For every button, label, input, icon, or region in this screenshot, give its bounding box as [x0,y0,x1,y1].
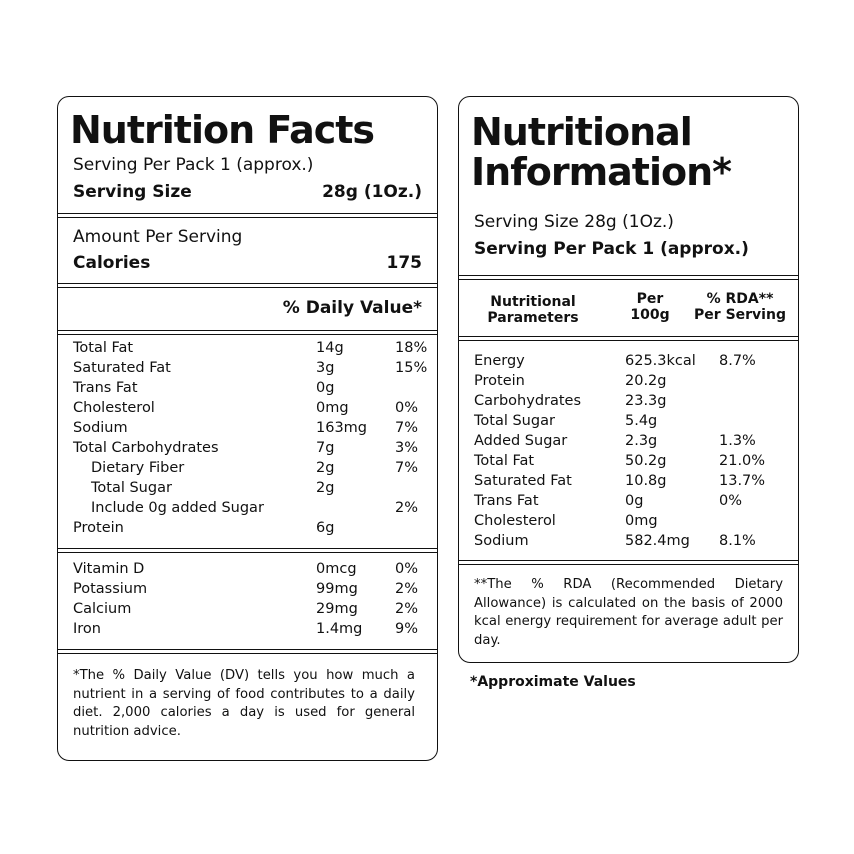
info-rda-per-serving: 8.1% [719,533,756,549]
info-rda-per-serving: 21.0% [719,453,766,469]
nutrient-amount: 0g [316,380,335,396]
info-per-100g: 50.2g [625,453,667,469]
nutrient-amount: 3g [316,360,335,376]
info-per-100g: 23.3g [625,393,667,409]
nutrient-amount: 2g [316,460,335,476]
info-parameter-name: Protein [474,373,525,389]
info-per-100g: 0g [625,493,644,509]
info-per-100g: 20.2g [625,373,667,389]
nutrient-amount: 6g [316,520,335,536]
info-rda-per-serving: 8.7% [719,353,756,369]
calories-label: Calories [73,253,151,273]
info-parameter-name: Sodium [474,533,529,549]
calories-value: 175 [386,253,423,273]
vitamin-amount: 29mg [316,601,358,617]
info-per-100g: 625.3kcal [625,353,696,369]
nutrient-daily-value: 2% [395,500,419,516]
divider [459,336,798,341]
info-parameter-name: Trans Fat [474,493,539,509]
info-title-line1: Nutritional [471,110,693,154]
info-title-line2: Information* [471,150,732,194]
info-serving-per-pack: Serving Per Pack 1 (approx.) [474,239,749,259]
rda-footnote: **The % RDA (Recommended Dietary Allowan… [474,577,783,648]
vitamin-daily-value: 2% [395,581,419,597]
vitamin-name: Calcium [73,601,132,617]
nutrient-name: Dietary Fiber [91,460,185,476]
header-per-100g: Per 100g [630,291,670,323]
serving-size-value: 28g (1Oz.) [322,182,422,202]
serving-per-pack: Serving Per Pack 1 (approx.) [73,155,314,175]
nutrient-name: Protein [73,520,124,536]
divider [58,649,437,654]
divider [58,213,437,218]
nutrient-daily-value: 7% [395,420,419,436]
approximate-values-note: *Approximate Values [470,674,636,690]
daily-value-footnote: *The % Daily Value (DV) tells you how mu… [73,668,415,739]
info-parameter-name: Total Sugar [474,413,555,429]
divider [459,560,798,565]
divider [58,548,437,553]
info-rda-per-serving: 13.7% [719,473,766,489]
amount-per-serving: Amount Per Serving [73,227,243,247]
info-per-100g: 0mg [625,513,658,529]
nutrient-name: Total Sugar [91,480,172,496]
nutrient-daily-value: 18% [395,340,428,356]
info-rda-per-serving: 1.3% [719,433,756,449]
nutrient-name: Sodium [73,420,128,436]
vitamin-name: Vitamin D [73,561,145,577]
divider [459,275,798,280]
vitamin-name: Iron [73,621,101,637]
serving-size-label: Serving Size [73,182,192,202]
nutrient-name: Total Fat [73,340,134,356]
nutrient-name: Total Carbohydrates [73,440,219,456]
vitamin-name: Potassium [73,581,148,597]
info-parameter-name: Carbohydrates [474,393,582,409]
nutrient-name: Include 0g added Sugar [91,500,264,516]
daily-value-header: % Daily Value* [282,298,422,318]
vitamin-daily-value: 0% [395,561,419,577]
vitamin-amount: 99mg [316,581,358,597]
nutrition-facts-title: Nutrition Facts [70,108,375,152]
nutrition-facts-label: Nutrition Facts Serving Per Pack 1 (appr… [57,96,438,761]
nutritional-information-label: Nutritional Information* Serving Size 28… [458,96,799,663]
nutrient-daily-value: 15% [395,360,428,376]
info-parameter-name: Total Fat [474,453,535,469]
header-rda: % RDA** Per Serving [694,291,786,323]
info-per-100g: 582.4mg [625,533,690,549]
info-per-100g: 5.4g [625,413,658,429]
vitamin-daily-value: 2% [395,601,419,617]
nutrient-name: Cholesterol [73,400,155,416]
nutrient-amount: 0mg [316,400,349,416]
vitamin-daily-value: 9% [395,621,419,637]
vitamin-amount: 1.4mg [316,621,363,637]
info-parameter-name: Added Sugar [474,433,568,449]
vitamin-amount: 0mcg [316,561,357,577]
nutrient-daily-value: 3% [395,440,419,456]
info-parameter-name: Energy [474,353,525,369]
info-per-100g: 2.3g [625,433,658,449]
nutrient-amount: 163mg [316,420,368,436]
nutrient-amount: 2g [316,480,335,496]
nutrient-daily-value: 0% [395,400,419,416]
nutrient-amount: 14g [316,340,344,356]
nutrient-amount: 7g [316,440,335,456]
info-rda-per-serving: 0% [719,493,743,509]
info-parameter-name: Saturated Fat [474,473,572,489]
nutrient-name: Trans Fat [73,380,138,396]
nutrient-daily-value: 7% [395,460,419,476]
info-per-100g: 10.8g [625,473,667,489]
info-parameter-name: Cholesterol [474,513,556,529]
info-serving-size: Serving Size 28g (1Oz.) [474,212,674,232]
divider [58,330,437,335]
nutrient-name: Saturated Fat [73,360,171,376]
divider [58,283,437,288]
header-parameters: Nutritional Parameters [487,294,579,326]
